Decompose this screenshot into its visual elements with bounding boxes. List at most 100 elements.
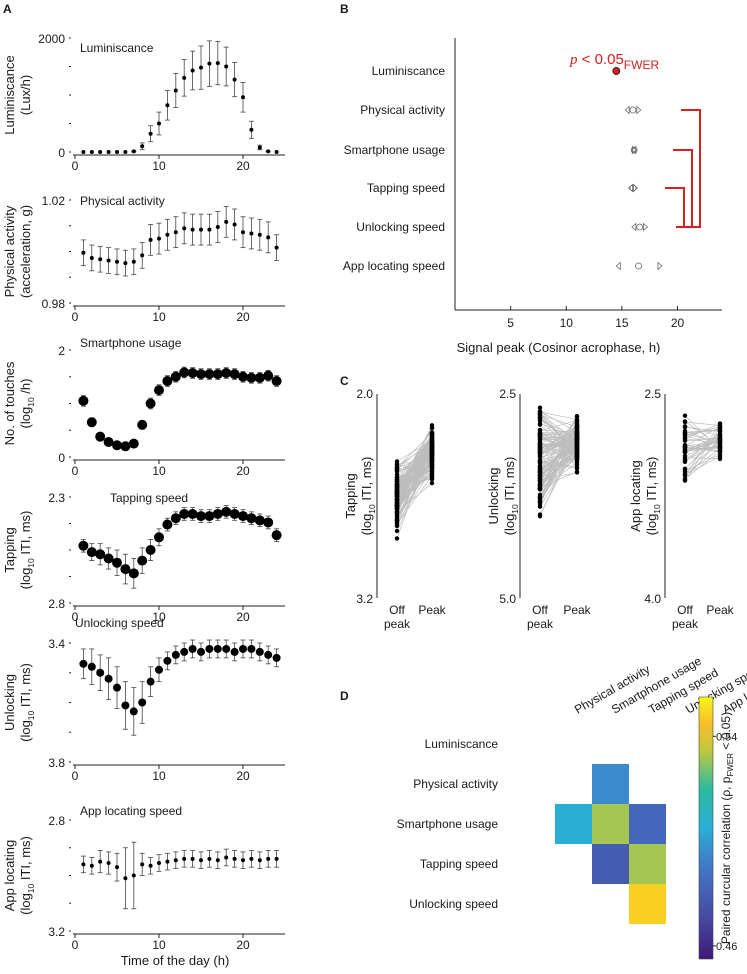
peak-point: [429, 425, 435, 431]
data-point: [249, 856, 254, 861]
data-point: [157, 236, 161, 241]
data-point: [78, 540, 89, 551]
data-point: [120, 564, 131, 575]
data-point: [140, 253, 145, 258]
y-tick-label-bottom: 3.8: [48, 756, 65, 770]
data-point: [190, 227, 195, 232]
data-point: [154, 385, 164, 396]
data-point: [239, 644, 247, 653]
data-point: [204, 511, 215, 522]
pair-line: [684, 441, 721, 473]
pair-line: [539, 419, 578, 462]
pair-line: [396, 458, 433, 506]
data-point: [98, 150, 103, 154]
off-peak-point: [394, 500, 400, 505]
y-axis-label-line2: (log10 ITI, ms): [644, 457, 662, 536]
y-tick-label-top: 2000: [38, 32, 65, 46]
data-point: [106, 258, 111, 263]
data-point: [182, 856, 187, 861]
y-tick-label-bottom: 0: [58, 146, 65, 160]
x-tick-label: 10: [152, 938, 166, 952]
ci-low-marker: [631, 222, 637, 232]
heatmap-cell: [629, 844, 666, 884]
data-point: [254, 372, 265, 383]
pair-line: [684, 439, 721, 453]
heatmap-cell: [592, 844, 629, 884]
panel-letter-a: A: [3, 2, 12, 16]
subplot-A6: 0 10 20 2.8 3.2 App locating speed App locatin…: [2, 804, 285, 952]
peak-point: [429, 430, 435, 435]
significance-bracket: [676, 109, 701, 228]
pair-line: [539, 448, 578, 453]
pair-line: [539, 432, 578, 452]
peak-point: [717, 437, 723, 443]
data-point: [170, 513, 181, 524]
data-point: [232, 856, 237, 861]
peak-point: [574, 423, 580, 429]
data-point: [238, 511, 248, 522]
x-tick-label: 10: [152, 610, 166, 624]
off-peak-point: [537, 494, 543, 500]
pair-line: [539, 417, 578, 461]
x-category-label-off-peak: Off peak: [384, 603, 411, 631]
x-tick-label: 10: [560, 316, 574, 330]
y-axis-label-line1: App locating: [2, 840, 17, 912]
x-tick-label: 10: [152, 464, 166, 478]
data-point: [254, 515, 265, 526]
off-peak-point: [682, 436, 688, 441]
category-label: App locating speed: [343, 259, 445, 273]
data-point: [221, 368, 232, 379]
data-point: [224, 64, 229, 69]
pair-line: [539, 446, 578, 507]
data-point: [249, 231, 254, 236]
x-category-label-peak: Peak: [706, 603, 734, 617]
data-point: [190, 856, 195, 861]
data-point: [145, 398, 156, 409]
y-tick-label-top: 2.5: [644, 387, 661, 401]
y-axis-label-line1: Physical activity: [2, 205, 17, 297]
data-point: [86, 417, 97, 428]
colorbar: [698, 696, 714, 960]
data-point: [79, 659, 88, 668]
off-peak-point: [537, 498, 543, 503]
row-label: Luminiscance: [425, 737, 499, 751]
data-point: [137, 419, 148, 430]
data-point: [115, 865, 119, 870]
ci-high-marker: [636, 105, 642, 115]
pair-line: [684, 436, 721, 451]
data-point: [128, 568, 139, 579]
data-point: [81, 862, 86, 867]
peak-point: [429, 480, 435, 486]
pair-line: [539, 426, 578, 442]
data-point: [145, 545, 156, 555]
peak-point: [717, 456, 723, 462]
data-point: [204, 369, 215, 380]
ci-low-marker: [615, 261, 621, 271]
colorbar-tick-label: 0.46: [716, 941, 737, 953]
pair-line: [684, 438, 721, 480]
peak-point: [429, 468, 435, 473]
pair-line: [684, 457, 721, 460]
y-axis-label-line2: (log10 ITI, ms): [18, 511, 36, 590]
x-tick-label: 10: [152, 159, 166, 173]
data-point: [212, 369, 223, 380]
pair-line: [396, 437, 433, 504]
off-peak-point: [537, 463, 543, 469]
category-label: Physical activity: [360, 103, 445, 117]
peak-point: [717, 427, 723, 433]
data-point: [257, 858, 262, 863]
data-point: [106, 150, 111, 154]
data-point: [199, 227, 203, 232]
y-tick-label-top: 2.5: [499, 387, 516, 401]
panel-d-correlation-heatmap: Physical activity Smartphone usage Tapping…: [397, 653, 747, 960]
off-peak-point: [537, 458, 543, 464]
heatmap-cell: [555, 804, 592, 844]
data-point: [179, 508, 190, 519]
data-point: [187, 508, 198, 519]
peak-marker: [635, 262, 642, 270]
x-tick-label: 0: [72, 310, 79, 324]
data-point: [129, 707, 138, 716]
data-point: [87, 662, 96, 671]
y-tick-label-bottom: 3.2: [356, 592, 373, 606]
category-label: Smartphone usage: [344, 143, 446, 157]
